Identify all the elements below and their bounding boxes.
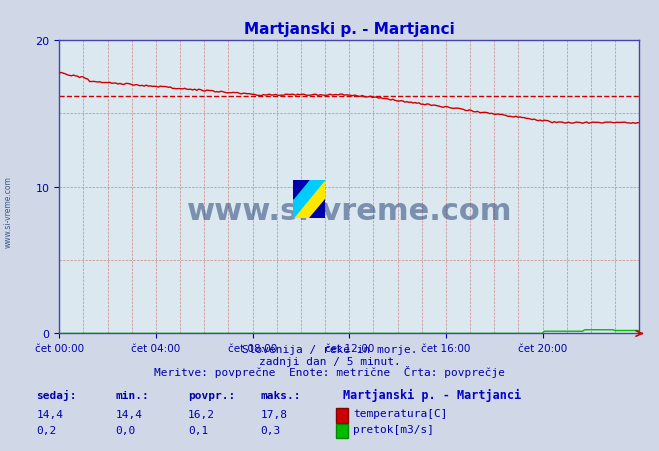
Text: maks.:: maks.: xyxy=(260,390,301,400)
Text: 0,2: 0,2 xyxy=(36,425,57,435)
Text: 14,4: 14,4 xyxy=(36,409,63,419)
Text: min.:: min.: xyxy=(115,390,149,400)
Text: povpr.:: povpr.: xyxy=(188,390,235,400)
Text: 16,2: 16,2 xyxy=(188,409,215,419)
Text: 14,4: 14,4 xyxy=(115,409,142,419)
Polygon shape xyxy=(293,180,309,199)
Text: www.si-vreme.com: www.si-vreme.com xyxy=(186,196,512,225)
Text: 0,1: 0,1 xyxy=(188,425,208,435)
Text: pretok[m3/s]: pretok[m3/s] xyxy=(353,424,434,434)
Text: 17,8: 17,8 xyxy=(260,409,287,419)
Text: 0,3: 0,3 xyxy=(260,425,281,435)
Text: 0,0: 0,0 xyxy=(115,425,136,435)
Bar xyxy=(336,408,348,423)
Title: Martjanski p. - Martjanci: Martjanski p. - Martjanci xyxy=(244,22,455,37)
Bar xyxy=(336,424,348,438)
Polygon shape xyxy=(293,180,325,219)
Polygon shape xyxy=(309,199,325,219)
Polygon shape xyxy=(293,180,325,219)
Text: Slovenija / reke in morje.: Slovenija / reke in morje. xyxy=(242,345,417,354)
Text: sedaj:: sedaj: xyxy=(36,389,76,400)
Text: temperatura[C]: temperatura[C] xyxy=(353,408,447,418)
Text: Martjanski p. - Martjanci: Martjanski p. - Martjanci xyxy=(343,388,521,401)
Text: Meritve: povprečne  Enote: metrične  Črta: povprečje: Meritve: povprečne Enote: metrične Črta:… xyxy=(154,365,505,377)
Text: www.si-vreme.com: www.si-vreme.com xyxy=(3,176,13,248)
Text: zadnji dan / 5 minut.: zadnji dan / 5 minut. xyxy=(258,356,401,366)
